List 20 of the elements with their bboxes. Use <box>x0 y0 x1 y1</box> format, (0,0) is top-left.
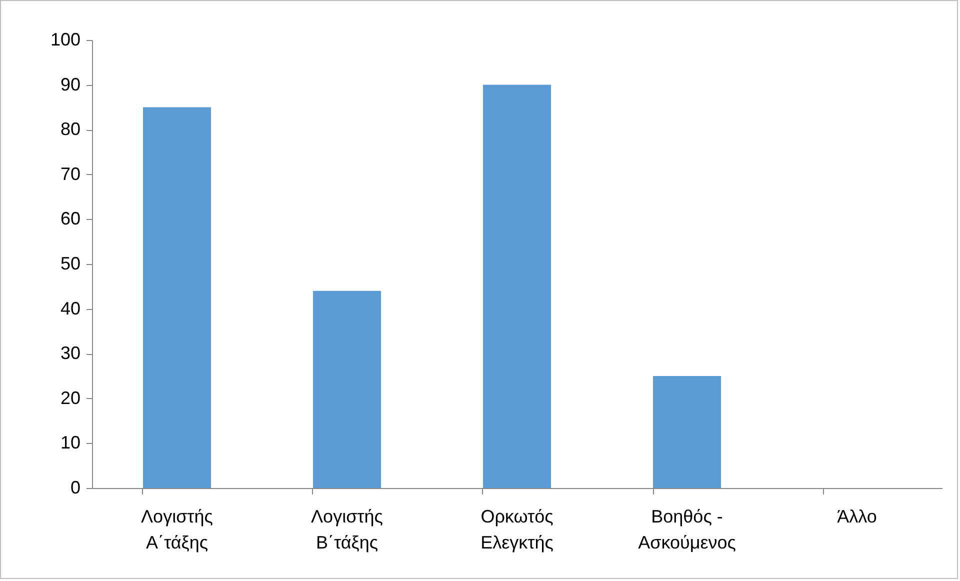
y-tick-label: 60 <box>60 208 80 229</box>
y-tick-label: 50 <box>60 254 80 274</box>
x-tick-label: Βοηθός - Ασκούμενος <box>638 506 736 552</box>
bar <box>143 107 211 488</box>
y-tick-label: 100 <box>50 30 80 50</box>
y-tick-label: 10 <box>60 432 80 453</box>
x-tick-label: Άλλο <box>837 506 877 526</box>
bar <box>313 290 381 488</box>
bar <box>483 84 551 488</box>
y-tick-label: 20 <box>60 388 80 408</box>
y-tick-label: 80 <box>60 119 80 140</box>
y-tick-label: 0 <box>70 478 80 498</box>
x-tick-label: Λογιστής Β΄τάξης <box>311 506 384 552</box>
bar <box>653 376 721 488</box>
x-tick-label: Λογιστής Α΄τάξης <box>141 506 214 552</box>
y-tick-label: 40 <box>60 298 80 318</box>
y-tick-label: 70 <box>60 164 80 184</box>
x-tick-label: Ορκωτός Ελεγκτής <box>480 506 554 552</box>
y-tick-label: 90 <box>60 74 80 94</box>
y-tick-label: 30 <box>60 343 80 364</box>
